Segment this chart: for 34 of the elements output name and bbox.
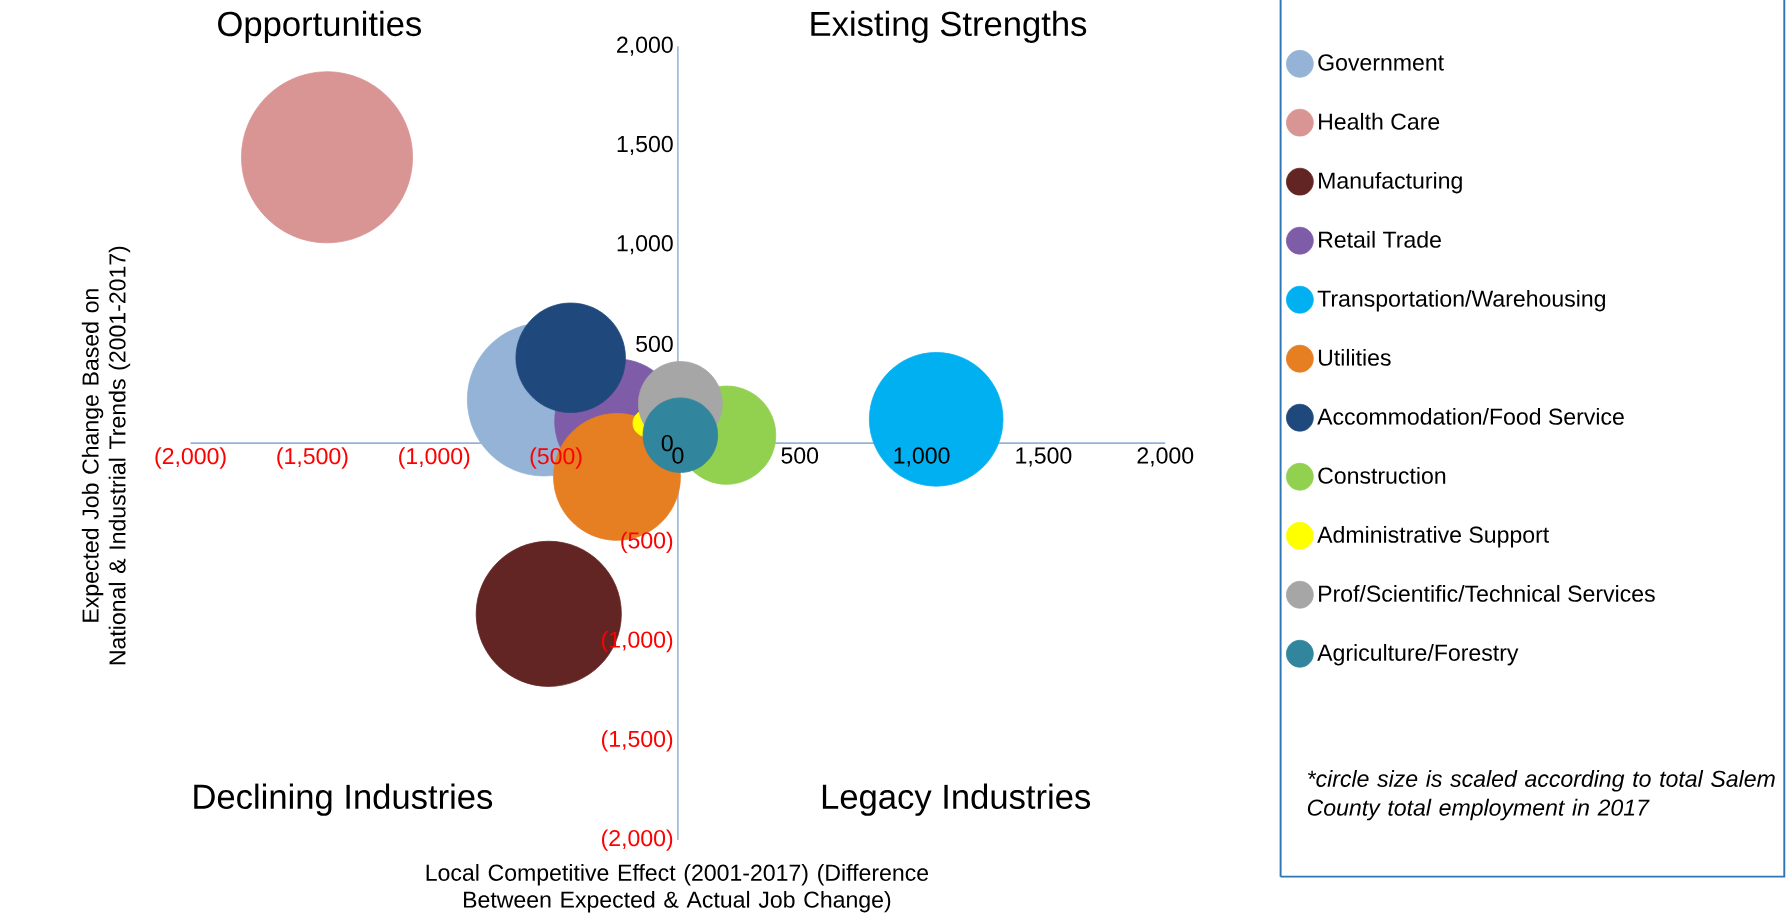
y-tick-label: 1,000 — [617, 235, 673, 255]
x-tick-label: (2,000) — [155, 447, 226, 469]
legend-label: Transportation/Warehousing — [1317, 289, 1606, 312]
legend-label: Accommodation/Food Service — [1317, 407, 1624, 425]
text: *circle size is scaled according to total Salem County total employment in 2017 — [1307, 770, 1775, 821]
y-tick-label: (500) — [621, 531, 673, 554]
y-tick-label: (1,500) — [601, 730, 673, 752]
y-tick-label: (2,000) — [601, 829, 673, 851]
x-tick-label: 500 — [781, 447, 819, 464]
x-tick-label: 1,000 — [894, 447, 950, 467]
x-tick-label: (1,000) — [399, 447, 470, 469]
legend-label: Government — [1318, 54, 1444, 71]
legend-label: Agriculture/Forestry — [1317, 643, 1519, 666]
legend-label: Prof/Scientific/Technical Services — [1319, 584, 1655, 602]
legend-label: Construction — [1318, 466, 1446, 484]
x-tick-label: 1,500 — [1016, 447, 1072, 467]
legend-label: Manufacturing — [1319, 171, 1462, 194]
x-tick-label: (1,500) — [277, 447, 348, 469]
y-tick-label: 500 — [636, 335, 673, 353]
y-tick-label: 2,000 — [617, 36, 673, 56]
legend-label: Retail Trade — [1319, 230, 1441, 248]
annotation: Legacy Industries — [822, 783, 1091, 816]
legend-label: Health Care — [1319, 112, 1440, 130]
x-tick-label: 2,000 — [1137, 447, 1194, 467]
x-tick-label: 0 — [672, 447, 684, 464]
y-axis-title: Expected Job Change Based on National & Industrial Trends (2001-2017) — [81, 246, 131, 665]
text: Opportunities — [218, 10, 422, 44]
y-tick-label: 1,500 — [617, 135, 673, 155]
legend-label: Administrative Support — [1317, 525, 1550, 548]
y-tick-label: 0 — [661, 434, 673, 452]
x-axis-title: Local Competitive Effect (2001-2017) (Difference Between Expected & Actual Job Change) — [426, 863, 929, 913]
legend-label: Utilities — [1318, 348, 1391, 366]
annotation: Declining Industries — [194, 783, 493, 816]
text: Existing Strengths — [811, 10, 1087, 44]
